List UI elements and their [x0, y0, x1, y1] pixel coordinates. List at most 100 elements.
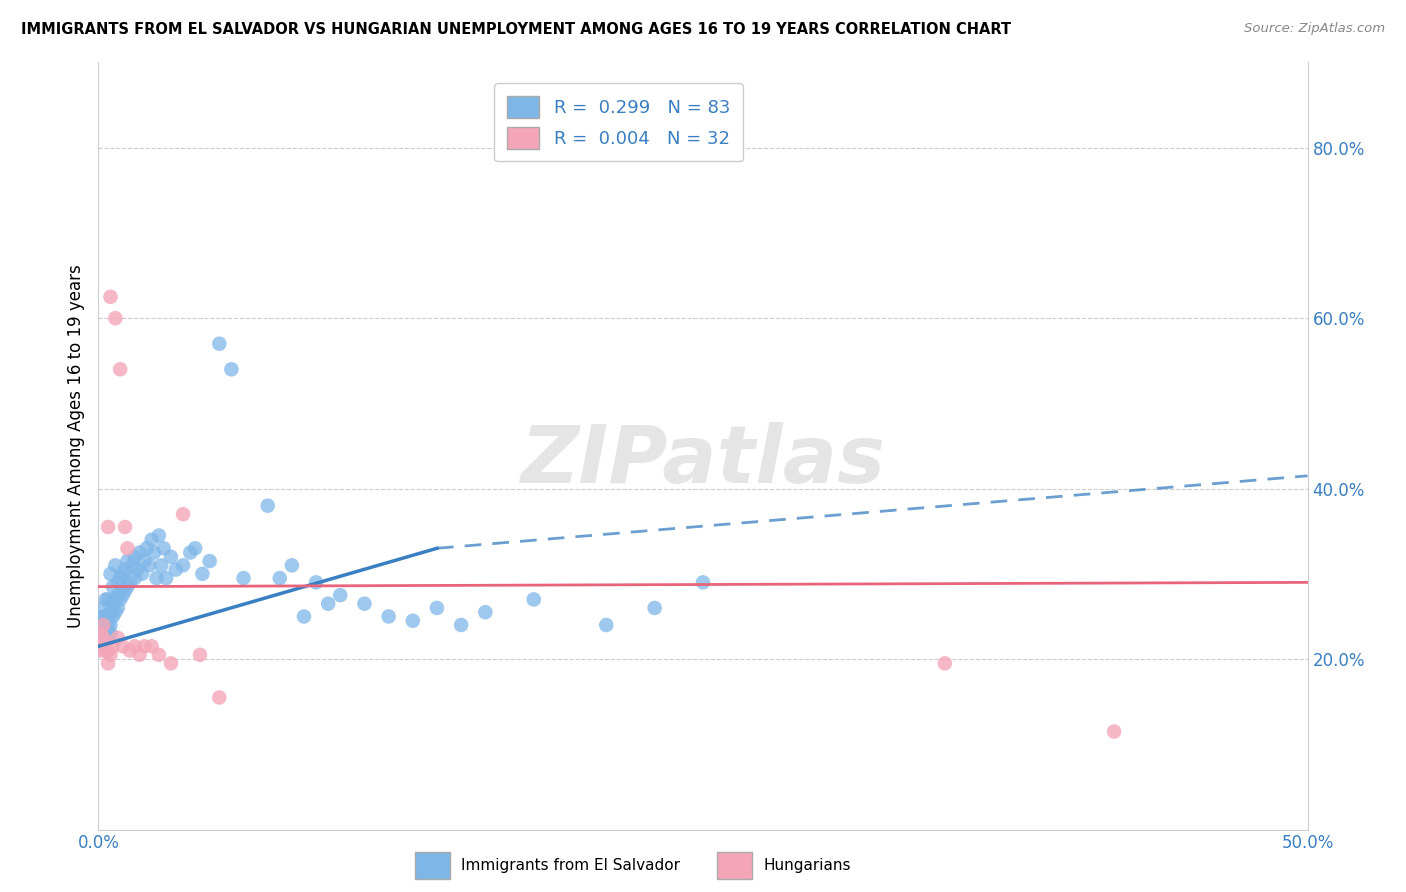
Point [292, 609, 315, 624]
Point [114, 520, 136, 534]
Point [90, 618, 112, 632]
Point [191, 566, 214, 581]
Point [91, 631, 114, 645]
Point [97, 609, 120, 624]
Point [111, 588, 134, 602]
Point [184, 541, 207, 556]
Point [91, 631, 114, 645]
Point [141, 640, 163, 654]
Point [97, 626, 120, 640]
Point [523, 592, 546, 607]
Point [101, 597, 124, 611]
Point [124, 640, 146, 654]
Point [145, 571, 167, 585]
Point [118, 575, 141, 590]
Point [208, 336, 231, 351]
Point [316, 597, 339, 611]
Point [94, 631, 117, 645]
Point [160, 549, 183, 564]
Point [160, 657, 183, 671]
Point [90, 626, 112, 640]
Point [232, 571, 254, 585]
Point [143, 545, 166, 559]
Point [90, 635, 112, 649]
Point [91, 640, 114, 654]
Point [94, 609, 117, 624]
Point [108, 592, 131, 607]
Point [91, 622, 114, 636]
Point [305, 575, 328, 590]
Point [934, 657, 956, 671]
Point [104, 605, 127, 619]
Point [134, 640, 156, 654]
Point [128, 545, 150, 559]
Point [107, 575, 129, 590]
Point [100, 290, 122, 304]
Text: ZIPatlas: ZIPatlas [520, 422, 886, 500]
Point [90, 643, 112, 657]
Point [94, 635, 117, 649]
Point [155, 571, 177, 585]
Point [117, 554, 139, 568]
Point [329, 588, 352, 602]
Point [90, 631, 112, 645]
Point [100, 626, 122, 640]
Point [101, 580, 124, 594]
Point [100, 618, 122, 632]
Point [104, 558, 127, 573]
Text: IMMIGRANTS FROM EL SALVADOR VS HUNGARIAN UNEMPLOYMENT AMONG AGES 16 TO 19 YEARS : IMMIGRANTS FROM EL SALVADOR VS HUNGARIAN… [21, 22, 1011, 37]
Point [97, 592, 120, 607]
Point [97, 520, 120, 534]
Point [97, 618, 120, 632]
Point [148, 528, 170, 542]
Point [135, 541, 157, 556]
Text: Hungarians: Hungarians [763, 858, 851, 872]
Point [124, 571, 146, 585]
Point [94, 622, 117, 636]
Point [165, 563, 187, 577]
Point [107, 588, 129, 602]
Point [117, 541, 139, 556]
Point [97, 657, 120, 671]
FancyBboxPatch shape [415, 852, 450, 879]
Point [172, 507, 194, 521]
Point [269, 571, 291, 585]
Text: Immigrants from El Salvador: Immigrants from El Salvador [461, 858, 681, 872]
Point [128, 648, 150, 662]
Point [107, 631, 129, 645]
Point [353, 597, 375, 611]
Point [111, 566, 134, 581]
Point [100, 605, 122, 619]
Point [91, 601, 114, 615]
Point [108, 571, 131, 585]
Point [101, 609, 124, 624]
Point [104, 592, 127, 607]
Point [377, 609, 399, 624]
Legend: R =  0.299   N = 83, R =  0.004   N = 32: R = 0.299 N = 83, R = 0.004 N = 32 [494, 83, 742, 161]
Point [90, 640, 112, 654]
Point [97, 643, 120, 657]
Point [141, 533, 163, 547]
Point [281, 558, 304, 573]
Point [91, 609, 114, 624]
Point [150, 558, 173, 573]
Point [124, 549, 146, 564]
Point [198, 554, 221, 568]
Point [127, 563, 149, 577]
Point [644, 601, 666, 615]
Point [114, 583, 136, 598]
Point [172, 558, 194, 573]
Point [100, 648, 122, 662]
Y-axis label: Unemployment Among Ages 16 to 19 years: Unemployment Among Ages 16 to 19 years [66, 264, 84, 628]
Point [90, 626, 112, 640]
Point [179, 545, 201, 559]
Point [148, 648, 170, 662]
Point [221, 362, 243, 376]
Point [118, 643, 141, 657]
Point [100, 566, 122, 581]
Point [152, 541, 174, 556]
Point [208, 690, 231, 705]
Point [91, 618, 114, 632]
Point [91, 640, 114, 654]
Point [101, 640, 124, 654]
